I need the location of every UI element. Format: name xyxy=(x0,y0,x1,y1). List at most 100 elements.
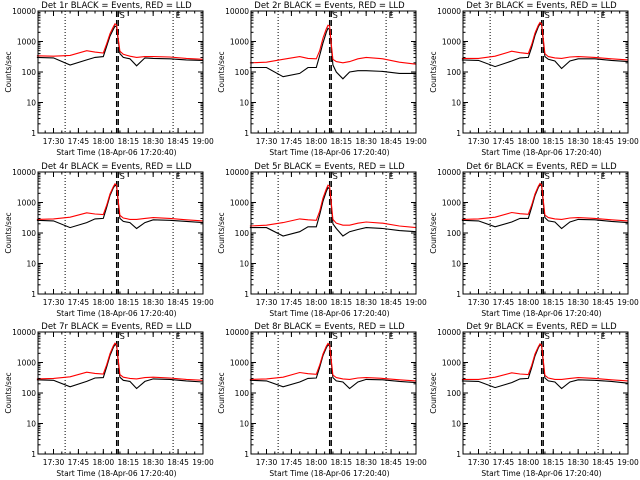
y-tick-label: 1 xyxy=(244,290,249,299)
plot-frame xyxy=(462,331,629,455)
y-axis-label: Counts/sec xyxy=(4,372,13,413)
x-tick-label: 18:15 xyxy=(117,458,139,467)
x-tick-label: 18:30 xyxy=(567,458,589,467)
detector-panel: Det 2r BLACK = Events, RED = LLDSE110100… xyxy=(217,1,427,157)
y-tick-label: 10 xyxy=(239,260,249,269)
y-tick-label: 1 xyxy=(244,450,249,459)
lld-series-line xyxy=(249,184,417,229)
y-tick-label: 100 xyxy=(22,229,37,238)
plot-frame xyxy=(37,331,204,455)
x-axis-label: Start Time (18-Apr-06 17:20:40) xyxy=(481,309,601,318)
x-axis-label: Start Time (18-Apr-06 17:20:40) xyxy=(269,469,389,478)
x-tick-label: 17:30 xyxy=(468,458,490,467)
x-tick-label: 18:15 xyxy=(542,137,564,146)
panel-title: Det 3r BLACK = Events, RED = LLD xyxy=(466,1,617,11)
x-tick-label: 17:45 xyxy=(68,458,90,467)
x-tick-label: 19:00 xyxy=(405,458,427,467)
x-tick-label: 18:45 xyxy=(167,458,189,467)
x-tick-label: 17:45 xyxy=(68,298,90,307)
x-tick-label: 17:45 xyxy=(281,137,303,146)
events-series-line xyxy=(249,186,417,237)
detector-panel: Det 7r BLACK = Events, RED = LLDSE110100… xyxy=(4,322,214,478)
y-tick-label: 1 xyxy=(31,450,36,459)
x-tick-label: 19:00 xyxy=(192,458,214,467)
start-marker-label: S xyxy=(545,11,550,20)
events-series-line xyxy=(36,184,204,230)
x-tick-label: 17:30 xyxy=(43,137,65,146)
y-axis-label: Counts/sec xyxy=(429,212,438,253)
x-tick-label: 19:00 xyxy=(192,298,214,307)
x-tick-label: 18:00 xyxy=(306,298,328,307)
x-tick-label: 18:00 xyxy=(93,137,115,146)
lld-series-line xyxy=(461,182,629,222)
events-series-line xyxy=(461,184,629,230)
panel-title: Det 2r BLACK = Events, RED = LLD xyxy=(254,1,405,11)
y-tick-label: 1 xyxy=(244,129,249,138)
x-tick-label: 18:30 xyxy=(567,137,589,146)
panel-title: Det 7r BLACK = Events, RED = LLD xyxy=(41,322,192,332)
x-tick-label: 18:00 xyxy=(518,137,540,146)
x-tick-label: 17:30 xyxy=(256,137,278,146)
panel-title: Det 1r BLACK = Events, RED = LLD xyxy=(41,1,192,11)
detector-panel: Det 4r BLACK = Events, RED = LLDSE110100… xyxy=(4,162,214,318)
x-tick-label: 17:30 xyxy=(468,298,490,307)
x-tick-label: 18:45 xyxy=(592,298,614,307)
y-tick-label: 10 xyxy=(239,420,249,429)
start-marker-label: S xyxy=(333,172,338,181)
x-tick-label: 17:30 xyxy=(468,137,490,146)
x-tick-label: 19:00 xyxy=(405,298,427,307)
x-tick-label: 18:45 xyxy=(380,458,402,467)
x-tick-label: 18:45 xyxy=(167,298,189,307)
y-tick-label: 1000 xyxy=(230,359,249,368)
x-tick-label: 18:15 xyxy=(542,298,564,307)
y-tick-label: 10000 xyxy=(225,7,249,16)
y-axis-label: Counts/sec xyxy=(217,372,226,413)
y-tick-label: 1000 xyxy=(230,38,249,47)
y-tick-label: 10000 xyxy=(225,328,249,337)
x-axis-label: Start Time (18-Apr-06 17:20:40) xyxy=(269,148,389,157)
x-tick-label: 17:30 xyxy=(256,298,278,307)
x-tick-label: 17:45 xyxy=(281,298,303,307)
x-tick-label: 19:00 xyxy=(617,137,639,146)
y-tick-label: 1000 xyxy=(17,199,36,208)
y-tick-label: 1000 xyxy=(230,199,249,208)
y-tick-label: 1 xyxy=(31,290,36,299)
x-tick-label: 18:30 xyxy=(355,137,377,146)
start-marker-label: S xyxy=(333,332,338,341)
events-series-line xyxy=(249,344,417,390)
y-axis-label: Counts/sec xyxy=(429,372,438,413)
events-series-line xyxy=(249,27,416,80)
y-tick-label: 1000 xyxy=(17,359,36,368)
x-tick-label: 18:15 xyxy=(542,458,564,467)
lld-series-line xyxy=(36,23,204,60)
events-series-line xyxy=(461,23,629,70)
y-tick-label: 10 xyxy=(26,420,36,429)
panel-title: Det 8r BLACK = Events, RED = LLD xyxy=(254,322,405,332)
x-tick-label: 19:00 xyxy=(192,137,214,146)
panel-title: Det 4r BLACK = Events, RED = LLD xyxy=(41,162,192,172)
x-tick-label: 17:30 xyxy=(43,298,65,307)
y-axis-label: Counts/sec xyxy=(217,51,226,92)
lld-series-line xyxy=(249,24,417,65)
detector-panel: Det 1r BLACK = Events, RED = LLDSE110100… xyxy=(4,1,214,157)
lld-series-line xyxy=(249,342,417,382)
y-tick-label: 100 xyxy=(447,68,462,77)
y-tick-label: 10 xyxy=(451,260,461,269)
plot-frame xyxy=(250,171,417,295)
start-marker-label: S xyxy=(545,172,550,181)
y-axis-label: Counts/sec xyxy=(4,212,13,253)
x-tick-label: 18:00 xyxy=(518,458,540,467)
x-tick-label: 18:15 xyxy=(330,298,352,307)
x-tick-label: 18:30 xyxy=(567,298,589,307)
lld-series-line xyxy=(36,182,204,222)
x-tick-label: 18:30 xyxy=(142,298,164,307)
plot-frame xyxy=(37,10,204,134)
plot-frame xyxy=(462,10,629,134)
y-tick-label: 10000 xyxy=(12,328,36,337)
y-tick-label: 1 xyxy=(456,129,461,138)
x-tick-label: 18:45 xyxy=(380,298,402,307)
detector-panel: Det 8r BLACK = Events, RED = LLDSE110100… xyxy=(217,322,427,478)
x-tick-label: 18:15 xyxy=(117,137,139,146)
x-axis-label: Start Time (18-Apr-06 17:20:40) xyxy=(269,309,389,318)
x-tick-label: 17:45 xyxy=(493,137,515,146)
